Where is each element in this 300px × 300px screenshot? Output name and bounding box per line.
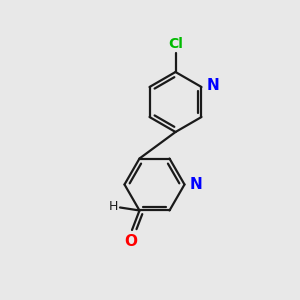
Text: H: H [109, 200, 119, 213]
Text: Cl: Cl [168, 37, 183, 51]
Text: N: N [207, 78, 220, 93]
Text: N: N [190, 177, 203, 192]
Text: O: O [124, 235, 137, 250]
